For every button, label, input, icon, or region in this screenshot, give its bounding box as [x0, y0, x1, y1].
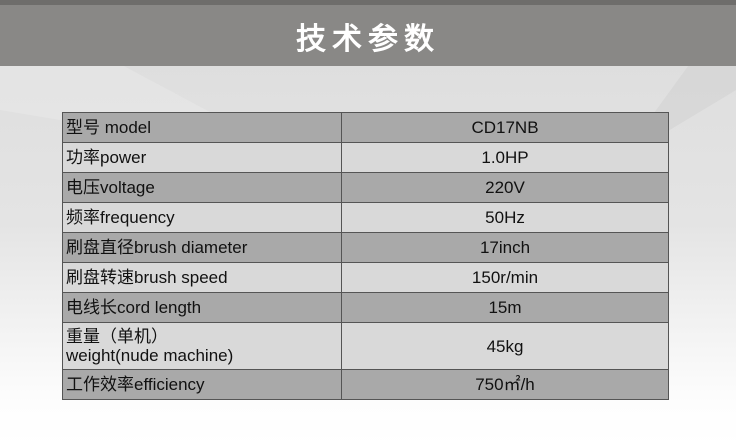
spec-label: 工作效率efficiency [62, 369, 342, 400]
table-row: 工作效率efficiency 750㎡/h [62, 369, 669, 400]
spec-value: 150r/min [341, 262, 669, 293]
spec-label: 功率power [62, 142, 342, 173]
table-row: 电压voltage 220V [62, 172, 669, 203]
table-row: 功率power 1.0HP [62, 142, 669, 173]
table-row: 重量（单机） weight(nude machine) 45kg [62, 322, 669, 370]
spec-label: 电压voltage [62, 172, 342, 203]
header-top-strip [0, 0, 736, 5]
spec-label: 重量（单机） weight(nude machine) [62, 322, 342, 370]
spec-label: 刷盘直径brush diameter [62, 232, 342, 263]
spec-value: 17inch [341, 232, 669, 263]
table-row: 型号 model CD17NB [62, 112, 669, 143]
spec-label: 刷盘转速brush speed [62, 262, 342, 293]
table-row: 刷盘直径brush diameter 17inch [62, 232, 669, 263]
spec-label-cn: 重量（单机） [66, 327, 168, 346]
table-row: 频率frequency 50Hz [62, 202, 669, 233]
spec-label: 频率frequency [62, 202, 342, 233]
table-row: 刷盘转速brush speed 150r/min [62, 262, 669, 293]
spec-value: 1.0HP [341, 142, 669, 173]
spec-value: 50Hz [341, 202, 669, 233]
page-title: 技术参数 [296, 22, 440, 57]
table-row: 电线长cord length 15m [62, 292, 669, 323]
header-banner: 技术参数 [0, 0, 736, 66]
spec-label: 型号 model [62, 112, 342, 143]
spec-table: 型号 model CD17NB 功率power 1.0HP 电压voltage 220… [62, 112, 669, 400]
spec-label-en: weight(nude machine) [66, 346, 234, 365]
spec-value: 15m [341, 292, 669, 323]
spec-value: 750㎡/h [341, 369, 669, 400]
spec-label: 电线长cord length [62, 292, 342, 323]
spec-value: 220V [341, 172, 669, 203]
spec-value: 45kg [341, 322, 669, 370]
spec-value: CD17NB [341, 112, 669, 143]
